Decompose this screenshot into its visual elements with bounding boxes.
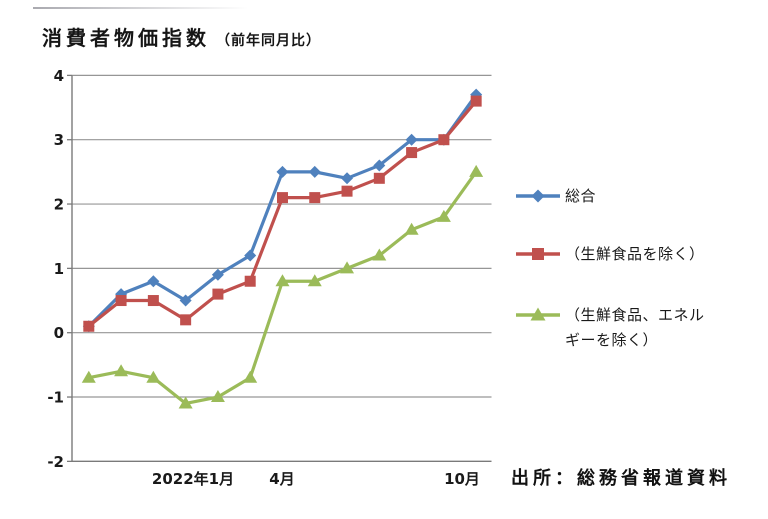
data-point-diamond xyxy=(373,159,386,172)
data-point-square xyxy=(309,192,321,204)
data-point-diamond xyxy=(308,165,321,178)
data-point-diamond xyxy=(244,249,257,262)
legend-label: （生鮮食品、エネルギーを除く） xyxy=(565,306,705,349)
series-line xyxy=(87,93,478,328)
data-point-triangle xyxy=(372,248,387,261)
data-point-triangle xyxy=(114,364,129,377)
data-point-diamond xyxy=(147,275,160,288)
series-line xyxy=(88,170,478,406)
data-point-square xyxy=(115,295,127,307)
series-総合 xyxy=(82,88,483,333)
data-point-square xyxy=(83,320,95,332)
y-tick-label: 0 xyxy=(54,324,64,342)
legend-label: （生鮮食品を除く） xyxy=(565,245,705,263)
data-point-triangle xyxy=(340,261,355,274)
data-point-triangle xyxy=(178,396,193,409)
data-point-triangle xyxy=(146,370,161,383)
data-point-square xyxy=(532,248,544,260)
data-point-triangle xyxy=(469,164,484,177)
series-line xyxy=(87,100,478,328)
data-point-square xyxy=(341,185,353,197)
data-point-diamond xyxy=(531,189,545,203)
data-point-triangle xyxy=(307,274,322,287)
data-point-square xyxy=(438,134,450,146)
chart-title-main: 消費者物価指数 xyxy=(42,26,210,50)
legend-item-sogo: 総合 xyxy=(516,184,715,209)
chart-title: 消費者物価指数 （前年同月比） xyxy=(42,22,321,51)
y-tick-label: 1 xyxy=(54,260,64,278)
data-point-square xyxy=(244,275,256,287)
data-point-triangle xyxy=(210,390,225,403)
chart-title-sub: （前年同月比） xyxy=(216,33,321,49)
series-（生鮮食品を除く） xyxy=(83,95,482,332)
y-tick-label: 4 xyxy=(54,67,64,85)
data-point-diamond xyxy=(276,165,289,178)
data-point-square xyxy=(180,314,192,326)
y-tick-label: -1 xyxy=(47,389,64,407)
x-tick-label: 10月 xyxy=(444,470,480,488)
top-border-artifact xyxy=(33,7,248,9)
legend-item-ex-fresh-food-energy: （生鮮食品、エネルギーを除く） xyxy=(516,303,715,353)
legend-marker-triangle-icon xyxy=(516,307,560,321)
y-tick-label: -2 xyxy=(47,453,64,471)
data-point-square xyxy=(276,192,288,204)
data-point-square xyxy=(147,295,159,307)
source-note: 出所：総務省報道資料 xyxy=(511,468,731,489)
axes xyxy=(67,74,492,463)
data-point-diamond xyxy=(341,172,354,185)
data-point-triangle xyxy=(275,274,290,287)
data-point-triangle xyxy=(436,209,451,222)
data-point-diamond xyxy=(179,294,192,307)
gridlines xyxy=(72,74,492,398)
x-tick-label: 4月 xyxy=(269,470,294,488)
legend-marker-diamond-icon xyxy=(516,189,560,203)
data-point-diamond xyxy=(405,133,418,146)
data-point-square xyxy=(212,288,224,300)
x-axis-labels: 2022年1月 4月 10月 xyxy=(152,470,480,488)
series-（生鮮食品、エネルギーを除く） xyxy=(81,164,484,409)
data-point-triangle xyxy=(404,222,419,235)
data-point-diamond xyxy=(211,268,224,281)
data-point-square xyxy=(470,95,482,107)
y-tick-label: 2 xyxy=(54,196,64,214)
data-point-triangle xyxy=(243,370,258,383)
legend-item-ex-fresh-food: （生鮮食品を除く） xyxy=(516,242,715,267)
data-point-triangle xyxy=(81,370,96,383)
y-tick-label: 3 xyxy=(54,131,64,149)
legend-marker-square-icon xyxy=(516,248,560,260)
data-point-square xyxy=(406,147,418,159)
data-point-square xyxy=(373,172,385,184)
y-axis-labels: 4 3 2 1 0 -1 -2 xyxy=(47,67,64,471)
x-tick-label: 2022年1月 xyxy=(152,470,234,488)
data-point-triangle xyxy=(530,307,546,321)
legend-label: 総合 xyxy=(565,187,597,205)
